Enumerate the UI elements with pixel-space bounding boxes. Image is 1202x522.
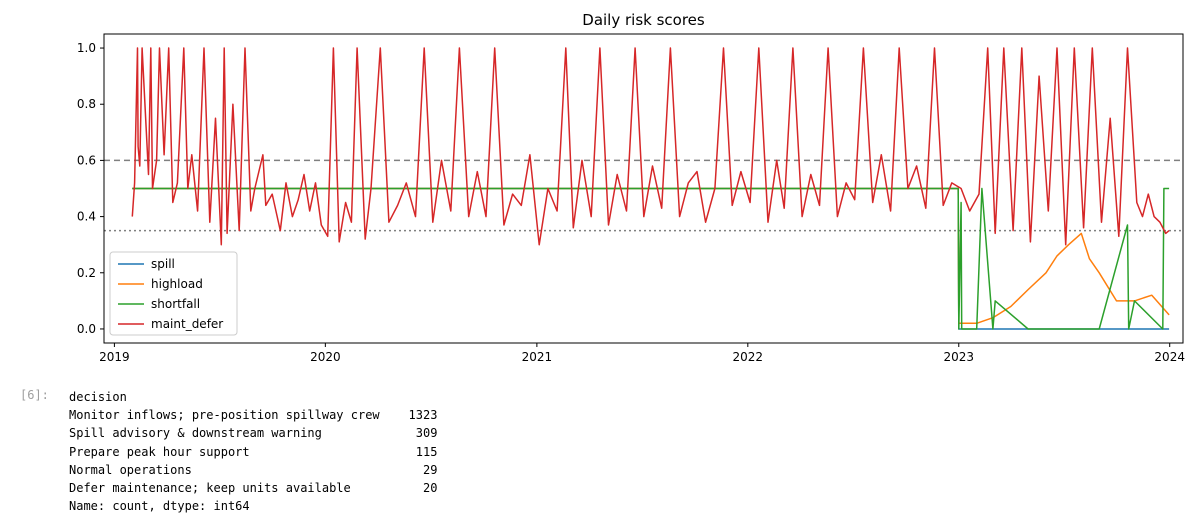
y-tick-label: 0.0 — [77, 322, 96, 336]
notebook-output-cell: [6]: decision Monitor inflows; pre-posit… — [0, 388, 1202, 518]
legend-label-maint-defer: maint_defer — [151, 317, 223, 331]
x-axis: 2019 2020 2021 2022 2023 2024 — [99, 343, 1185, 364]
y-axis: 0.0 0.2 0.4 0.6 0.8 1.0 — [77, 41, 104, 336]
plot-frame — [103, 33, 1184, 344]
series-line-highload — [132, 187, 1170, 325]
y-tick-label: 0.2 — [77, 266, 96, 280]
legend-label-highload: highload — [151, 277, 203, 291]
y-tick-label: 0.8 — [77, 97, 96, 111]
y-tick-label: 1.0 — [77, 41, 96, 55]
legend-label-spill: spill — [151, 257, 175, 271]
x-tick-label: 2022 — [733, 350, 764, 364]
y-tick-label: 0.4 — [77, 210, 96, 224]
series-line-shortfall — [132, 187, 1170, 330]
chart-title: Daily risk scores — [582, 11, 705, 29]
x-tick-label: 2020 — [310, 350, 341, 364]
legend-box — [109, 251, 238, 336]
y-tick-label: 0.6 — [77, 153, 96, 167]
series-lines — [131, 47, 1170, 330]
x-tick-label: 2024 — [1154, 350, 1185, 364]
x-tick-label: 2021 — [522, 350, 553, 364]
value-counts-output: decision Monitor inflows; pre-position s… — [69, 390, 438, 514]
risk-score-chart: Daily risk scores 2019 2020 2021 2022 2023 20… — [76, 11, 1185, 364]
x-tick-label: 2023 — [943, 350, 974, 364]
series-line-maint-defer — [131, 47, 1170, 246]
legend: spill highload shortfall maint_defer — [109, 251, 238, 336]
x-tick-label: 2019 — [99, 350, 130, 364]
execution-prompt: [6]: — [20, 388, 49, 402]
legend-label-shortfall: shortfall — [151, 297, 200, 311]
